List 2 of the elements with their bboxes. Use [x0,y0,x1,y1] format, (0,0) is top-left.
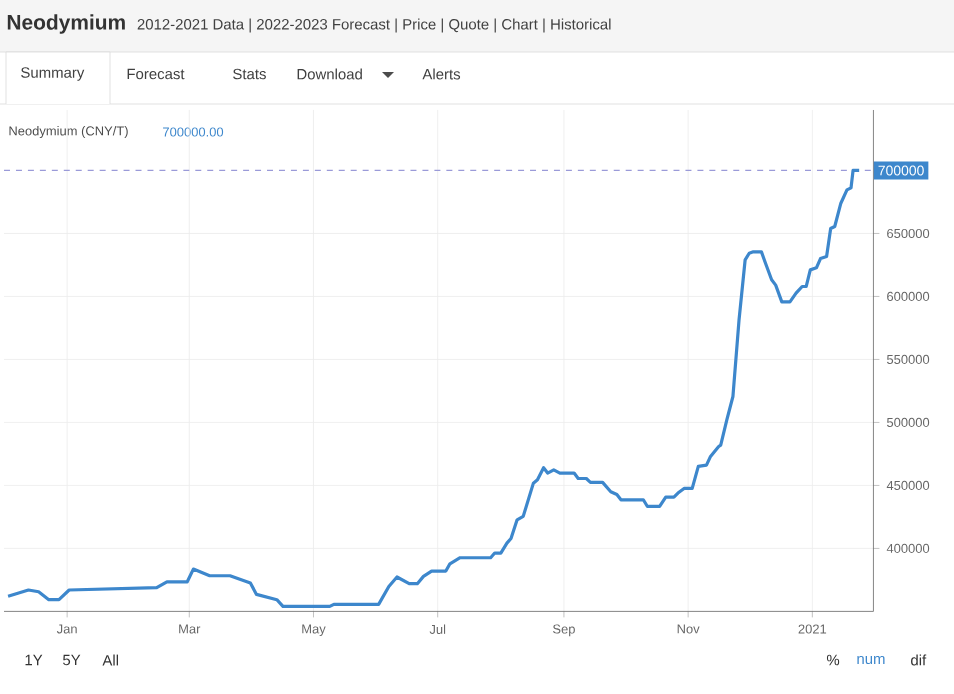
line-series [6,168,861,608]
chart-title: Neodymium [7,14,125,34]
